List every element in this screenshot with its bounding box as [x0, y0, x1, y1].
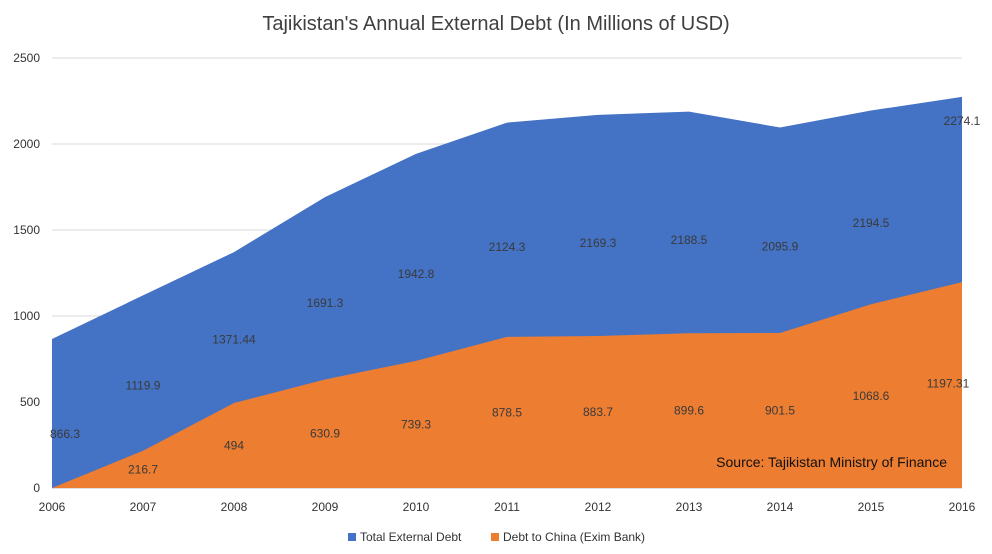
legend-swatch [491, 533, 499, 541]
data-label: 2169.3 [580, 236, 617, 250]
data-label: 630.9 [310, 427, 340, 441]
data-label: 1068.6 [853, 389, 890, 403]
data-label: 866.3 [50, 427, 80, 441]
y-tick-label: 1500 [13, 223, 40, 237]
data-label: 1119.9 [126, 378, 161, 392]
legend: Total External Debt Debt to China (Exim B… [348, 530, 645, 544]
x-tick-label: 2013 [676, 500, 703, 514]
data-label: 2124.3 [489, 240, 526, 254]
y-tick-label: 1000 [13, 309, 40, 323]
chart-title: Tajikistan's Annual External Debt (In Mi… [262, 13, 729, 35]
series-area-debt-to-china [52, 282, 962, 488]
data-label: 1371.44 [212, 333, 256, 347]
data-label: 883.7 [583, 405, 613, 419]
x-tick-label: 2010 [403, 500, 430, 514]
y-tick-label: 2000 [13, 137, 40, 151]
y-tick-label: 500 [20, 395, 40, 409]
legend-swatch [348, 533, 356, 541]
x-tick-label: 2015 [858, 500, 885, 514]
x-tick-label: 2008 [221, 500, 248, 514]
legend-label: Total External Debt [360, 530, 462, 544]
x-tick-label: 2011 [494, 500, 520, 514]
series-areas [52, 96, 962, 488]
y-tick-label: 0 [33, 481, 40, 495]
data-label: 494 [224, 439, 244, 453]
data-label: 1197.31 [927, 376, 970, 390]
data-label: 2274.1 [944, 114, 981, 128]
x-tick-label: 2007 [130, 500, 157, 514]
data-label: 1691.3 [307, 296, 344, 310]
source-annotation: Source: Tajikistan Ministry of Finance [716, 454, 947, 470]
x-tick-label: 2014 [767, 500, 794, 514]
data-label: 739.3 [401, 417, 431, 431]
data-label: 901.5 [765, 403, 795, 417]
x-tick-label: 2012 [585, 500, 612, 514]
y-tick-label: 2500 [13, 51, 40, 65]
data-label: 878.5 [492, 405, 522, 419]
data-label: 2194.5 [853, 216, 890, 230]
legend-label: Debt to China (Exim Bank) [503, 530, 645, 544]
data-labels: 866.3 1119.9 1371.44 1691.3 1942.8 2124.3 2169… [50, 114, 981, 477]
x-axis-ticks: 2006 2007 2008 2009 2010 2011 2012 2013 2014 2015… [39, 500, 976, 514]
data-label: 2095.9 [762, 240, 799, 254]
x-tick-label: 2009 [312, 500, 339, 514]
x-tick-label: 2016 [949, 500, 976, 514]
data-label: 216.7 [128, 462, 158, 476]
x-tick-label: 2006 [39, 500, 66, 514]
y-axis-ticks: 0 500 1000 1500 2000 2500 [13, 51, 40, 495]
data-label: 899.6 [674, 404, 704, 418]
data-label: 2188.5 [671, 233, 708, 247]
data-label: 1942.8 [398, 267, 435, 281]
